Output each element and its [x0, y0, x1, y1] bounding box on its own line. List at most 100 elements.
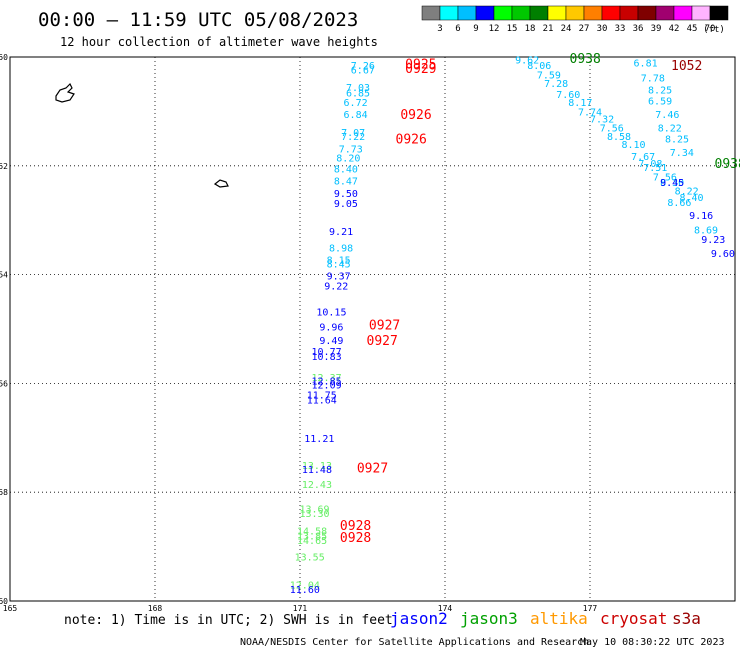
wave-height-value: 7.73: [339, 144, 363, 155]
colorbar-swatch: [655, 5, 675, 21]
colorbar-tick-label: 45: [687, 24, 698, 34]
wave-height-value: 7.74: [578, 107, 602, 118]
pass-time-label: 0927: [367, 334, 398, 349]
wave-height-value: 9.50: [334, 189, 358, 200]
wave-height-value: 9.60: [711, 249, 735, 260]
wave-height-value: 10.77: [312, 347, 342, 358]
pass-time-label: 0929: [405, 62, 436, 77]
colorbar-labels: 3 6 9 12 15 18 21 24 27 30 33 36 39 42 45 70: [437, 24, 715, 34]
island-campbell: [55, 82, 75, 103]
pass-time-label: 0928: [340, 519, 371, 534]
pass-time-labels: 0925092909260926092709270927092809280938…: [340, 52, 740, 546]
pass-time-label: 0938: [570, 52, 601, 67]
wave-height-value: 7.22: [341, 132, 365, 143]
wave-height-value: 8.22: [675, 186, 699, 197]
wave-height-value: 10.83: [312, 352, 342, 363]
pass-time-label: 1052: [671, 59, 702, 74]
wave-height-value: 8.98: [329, 243, 353, 254]
wave-height-value: 7.07: [341, 128, 365, 139]
colorbar-swatch: [691, 5, 711, 21]
colorbar-swatch: [565, 5, 585, 21]
wave-height-value: 7.26: [351, 61, 375, 72]
x-tick-label: 168: [148, 604, 163, 613]
wave-height-value: 9.45: [660, 178, 684, 189]
legend-jason2: jason2: [390, 609, 448, 628]
wave-height-value: 9.21: [329, 227, 353, 238]
colorbar-tick-label: 42: [669, 24, 680, 34]
colorbar-tick-label: 24: [561, 24, 572, 34]
wave-height-value: 13.55: [295, 552, 325, 563]
wave-height-value: 13.69: [299, 505, 329, 516]
colorbar-swatch: [439, 5, 459, 21]
y-tick-label: -58: [0, 488, 8, 497]
colorbar-tick-label: 27: [579, 24, 590, 34]
pass-time-label: 0927: [357, 462, 388, 477]
wave-height-value: 8.40: [334, 165, 358, 176]
colorbar-tick-label: 6: [455, 24, 460, 34]
wave-height-value: 9.62: [515, 56, 539, 67]
wave-height-value: 8.17: [568, 98, 592, 109]
legend-cryosat: cryosat: [600, 609, 667, 628]
colorbar-tick-label: 3: [437, 24, 442, 34]
wave-height-value: 13.30: [299, 509, 329, 520]
legend-jason3: jason3: [460, 609, 518, 628]
pass-time-label: 0926: [396, 133, 427, 148]
colorbar-swatch: [709, 5, 729, 21]
footer-timestamp: May 10 08:30:22 UTC 2023: [580, 637, 725, 648]
wave-height-value: 9.05: [334, 199, 358, 210]
x-tick-label: 171: [293, 604, 308, 613]
wave-height-value: 9.37: [327, 272, 351, 283]
legend-altika: altika: [530, 609, 588, 628]
wave-height-value: 7.32: [590, 114, 614, 125]
wave-height-value: 12.85: [312, 377, 342, 388]
wave-height-value: 8.45: [327, 260, 351, 271]
wave-height-value: 8.66: [667, 198, 691, 209]
wave-height-value: 6.72: [344, 98, 368, 109]
y-tick-label: -50: [0, 53, 8, 62]
colorbar-swatch: [547, 5, 567, 21]
wave-height-value: 7.28: [544, 79, 568, 90]
wave-height-value: 11.60: [290, 585, 320, 596]
wave-height-value: 8.15: [327, 255, 351, 266]
colorbar-swatch: [457, 5, 477, 21]
x-tick-label: 177: [583, 604, 598, 613]
wave-height-value: 12.43: [302, 480, 332, 491]
colorbar-swatch: [601, 5, 621, 21]
wave-height-value: 12.37: [312, 373, 342, 384]
colorbar-swatch: [673, 5, 693, 21]
colorbar-swatch: [421, 5, 441, 21]
y-tick-label: -60: [0, 597, 8, 606]
wave-height-value: 8.69: [694, 225, 718, 236]
footer-note: note: 1) Time is in UTC; 2) SWH is in fe…: [64, 613, 393, 628]
chart-subtitle: 12 hour collection of altimeter wave hei…: [60, 35, 378, 49]
wave-height-value: 10.15: [316, 308, 346, 319]
colorbar-swatch: [529, 5, 549, 21]
wave-height-value: 9.49: [319, 336, 343, 347]
wave-height-value: 9.23: [701, 235, 725, 246]
wave-height-value: 7.08: [638, 159, 662, 170]
wave-height-value: 7.59: [537, 70, 561, 81]
wave-height-value: 9.96: [319, 322, 343, 333]
footer-credit: NOAA/NESDIS Center for Satellite Applica…: [240, 637, 589, 648]
wave-height-value: 6.81: [634, 58, 658, 69]
colorbar-swatch: [637, 5, 657, 21]
wave-height-value: 7.51: [643, 163, 667, 174]
wave-height-value: 14.65: [297, 536, 327, 547]
satellite-legend: jason2 jason3 altika cryosat s3a: [390, 609, 701, 628]
colorbar-tick-label: 21: [543, 24, 554, 34]
wave-height-value: 7.56: [600, 124, 624, 135]
axis-labels: 165 168 171 174 177 -50 -52 -54 -56 -58 -60: [0, 53, 597, 613]
wave-height-value: 8.58: [607, 132, 631, 143]
wave-height-value: 6.84: [344, 110, 368, 121]
wave-height-value: 14.58: [297, 526, 327, 537]
wave-height-value: 12.09: [312, 380, 342, 391]
wave-height-value: 7.56: [653, 173, 677, 184]
y-tick-label: -54: [0, 271, 8, 280]
wave-height-value: 12.04: [290, 581, 320, 592]
wave-height-value: 8.25: [665, 135, 689, 146]
colorbar: [421, 5, 729, 21]
wave-height-value: 6.59: [648, 97, 672, 108]
colorbar-tick-label: 70: [705, 24, 716, 34]
